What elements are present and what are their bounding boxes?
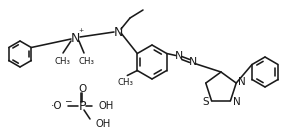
Text: −: − [64, 96, 72, 106]
Text: OH: OH [98, 101, 113, 111]
Text: N: N [70, 32, 80, 44]
Text: N: N [233, 97, 241, 107]
Text: OH: OH [95, 119, 110, 129]
Text: N: N [238, 77, 246, 87]
Text: ⁺: ⁺ [78, 28, 83, 38]
Text: CH₃: CH₃ [78, 56, 94, 65]
Text: S: S [202, 97, 209, 107]
Text: N: N [113, 25, 123, 39]
Text: CH₃: CH₃ [54, 56, 70, 65]
Text: ·O: ·O [50, 101, 62, 111]
Text: N: N [175, 50, 183, 60]
Text: P: P [78, 100, 86, 112]
Text: O: O [78, 84, 86, 94]
Text: N: N [188, 56, 197, 66]
Text: CH₃: CH₃ [117, 78, 133, 87]
